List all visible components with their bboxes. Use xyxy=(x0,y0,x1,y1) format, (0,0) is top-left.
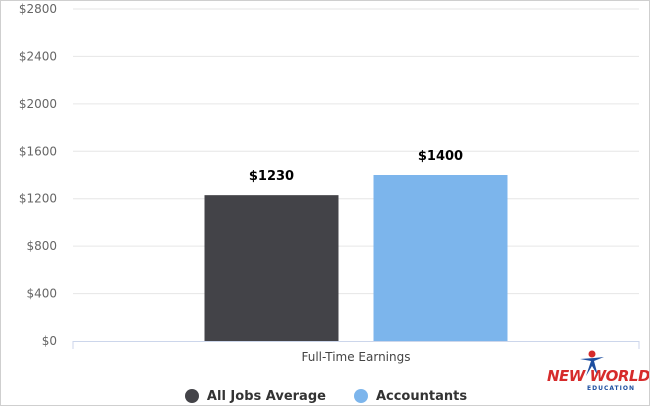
legend-label: All Jobs Average xyxy=(206,388,326,404)
gridlines xyxy=(73,8,639,295)
bar-chart: $0 $400 $800 $1200 $1600 $2000 $2400 $2800 $123… xyxy=(19,2,640,364)
y-tick-label: $1200 xyxy=(19,192,57,206)
data-label: $1230 xyxy=(249,169,294,184)
bar-accountants[interactable] xyxy=(373,175,508,341)
y-tick-label: $2800 xyxy=(19,2,57,16)
legend-label: Accountants xyxy=(375,388,468,404)
legend-item-accountants[interactable]: Accountants xyxy=(353,388,468,404)
logo-main-text: NEW WORLD xyxy=(547,367,650,385)
legend-swatch xyxy=(184,389,199,403)
y-tick-label: $400 xyxy=(26,287,57,301)
legend-swatch xyxy=(353,389,368,403)
bar-all-jobs-average[interactable] xyxy=(204,195,339,341)
brand-logo: NEW WORLD EDUCATION xyxy=(547,349,650,401)
y-axis-ticks: $0 $400 $800 $1200 $1600 $2000 $2400 $2800 xyxy=(19,2,57,348)
y-tick-label: $0 xyxy=(42,334,57,348)
legend: All Jobs Average Accountants xyxy=(1,385,649,405)
star-figure-icon xyxy=(580,350,604,376)
logo-sub-text: EDUCATION xyxy=(587,385,635,392)
y-tick-label: $1600 xyxy=(19,144,57,158)
bars xyxy=(204,175,508,341)
legend-item-all-jobs-average[interactable]: All Jobs Average xyxy=(184,388,326,404)
category-label: Full-Time Earnings xyxy=(301,350,410,364)
data-label: $1400 xyxy=(418,149,463,164)
y-tick-label: $2000 xyxy=(19,97,57,111)
y-tick-label: $2400 xyxy=(19,49,57,63)
data-labels: $1230 $1400 xyxy=(249,149,463,184)
y-tick-label: $800 xyxy=(26,239,57,253)
